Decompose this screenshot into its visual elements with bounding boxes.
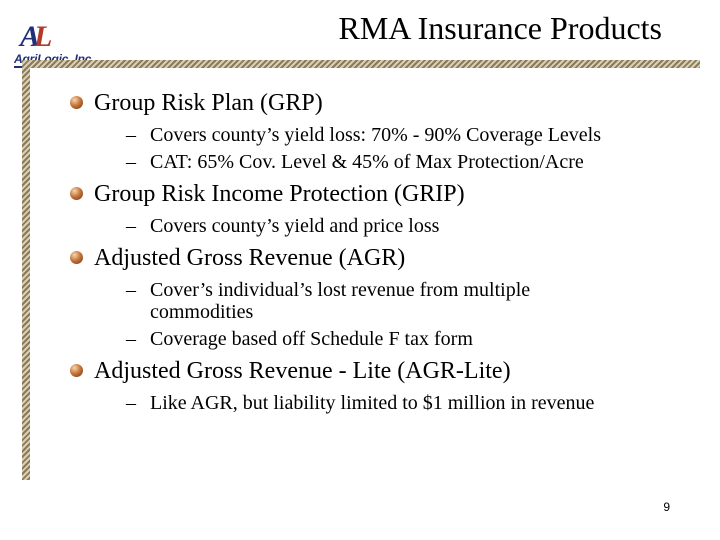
sub-text: Cover’s individual’s lost revenue from m… xyxy=(150,279,531,323)
sub-item: – Coverage based off Schedule F tax form xyxy=(126,328,702,350)
bullet-item: Adjusted Gross Revenue (AGR) xyxy=(62,243,702,273)
sub-text: Coverage based off Schedule F tax form xyxy=(150,328,473,350)
sub-item: – Like AGR, but liability limited to $1 m… xyxy=(126,392,702,414)
dash-marker: – xyxy=(126,215,136,237)
bullet-ball-icon xyxy=(70,96,83,109)
decorative-horizontal-bar xyxy=(22,60,700,68)
sub-item: – Covers county’s yield loss: 70% - 90% C… xyxy=(126,124,702,146)
sub-text: Like AGR, but liability limited to $1 mi… xyxy=(150,392,595,414)
sub-text: CAT: 65% Cov. Level & 45% of Max Protect… xyxy=(150,151,584,173)
sub-list: – Cover’s individual’s lost revenue from … xyxy=(62,279,702,350)
bullet-text: Adjusted Gross Revenue (AGR) xyxy=(94,245,406,271)
sub-list: – Covers county’s yield loss: 70% - 90% C… xyxy=(62,124,702,173)
bullet-group-agr: Adjusted Gross Revenue (AGR) – Cover’s in… xyxy=(62,243,702,350)
decorative-vertical-bar xyxy=(22,60,30,480)
logo-mark: AL xyxy=(20,20,53,53)
sub-item: – Cover’s individual’s lost revenue from … xyxy=(126,279,620,323)
bullet-item: Adjusted Gross Revenue - Lite (AGR-Lite) xyxy=(62,356,702,386)
bullet-text: Group Risk Plan (GRP) xyxy=(94,90,323,116)
dash-marker: – xyxy=(126,151,136,173)
sub-text: Covers county’s yield and price loss xyxy=(150,215,440,237)
dash-marker: – xyxy=(126,124,136,146)
page-number: 9 xyxy=(663,500,670,514)
bullet-ball-icon xyxy=(70,364,83,377)
sub-item: – CAT: 65% Cov. Level & 45% of Max Protec… xyxy=(126,151,702,173)
sub-list: – Like AGR, but liability limited to $1 m… xyxy=(62,392,702,414)
bullet-group-grip: Group Risk Income Protection (GRIP) – Cov… xyxy=(62,179,702,237)
bullet-ball-icon xyxy=(70,251,83,264)
bullet-text: Adjusted Gross Revenue - Lite (AGR-Lite) xyxy=(94,358,511,384)
bullet-text: Group Risk Income Protection (GRIP) xyxy=(94,181,465,207)
dash-marker: – xyxy=(126,328,136,350)
slide-content: Group Risk Plan (GRP) – Covers county’s y… xyxy=(62,88,702,420)
sub-text: Covers county’s yield loss: 70% - 90% Co… xyxy=(150,124,602,146)
bullet-item: Group Risk Income Protection (GRIP) xyxy=(62,179,702,209)
slide-title: RMA Insurance Products xyxy=(338,10,662,46)
sub-list: – Covers county’s yield and price loss xyxy=(62,215,702,237)
dash-marker: – xyxy=(126,392,136,414)
sub-item: – Covers county’s yield and price loss xyxy=(126,215,702,237)
bullet-group-grp: Group Risk Plan (GRP) – Covers county’s y… xyxy=(62,88,702,173)
bullet-ball-icon xyxy=(70,187,83,200)
bullet-group-agr-lite: Adjusted Gross Revenue - Lite (AGR-Lite)… xyxy=(62,356,702,414)
dash-marker: – xyxy=(126,279,136,301)
bullet-item: Group Risk Plan (GRP) xyxy=(62,88,702,118)
